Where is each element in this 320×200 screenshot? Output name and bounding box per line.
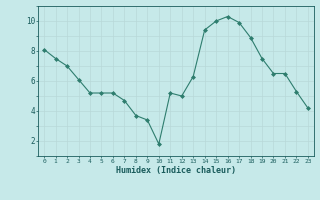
X-axis label: Humidex (Indice chaleur): Humidex (Indice chaleur)	[116, 166, 236, 175]
